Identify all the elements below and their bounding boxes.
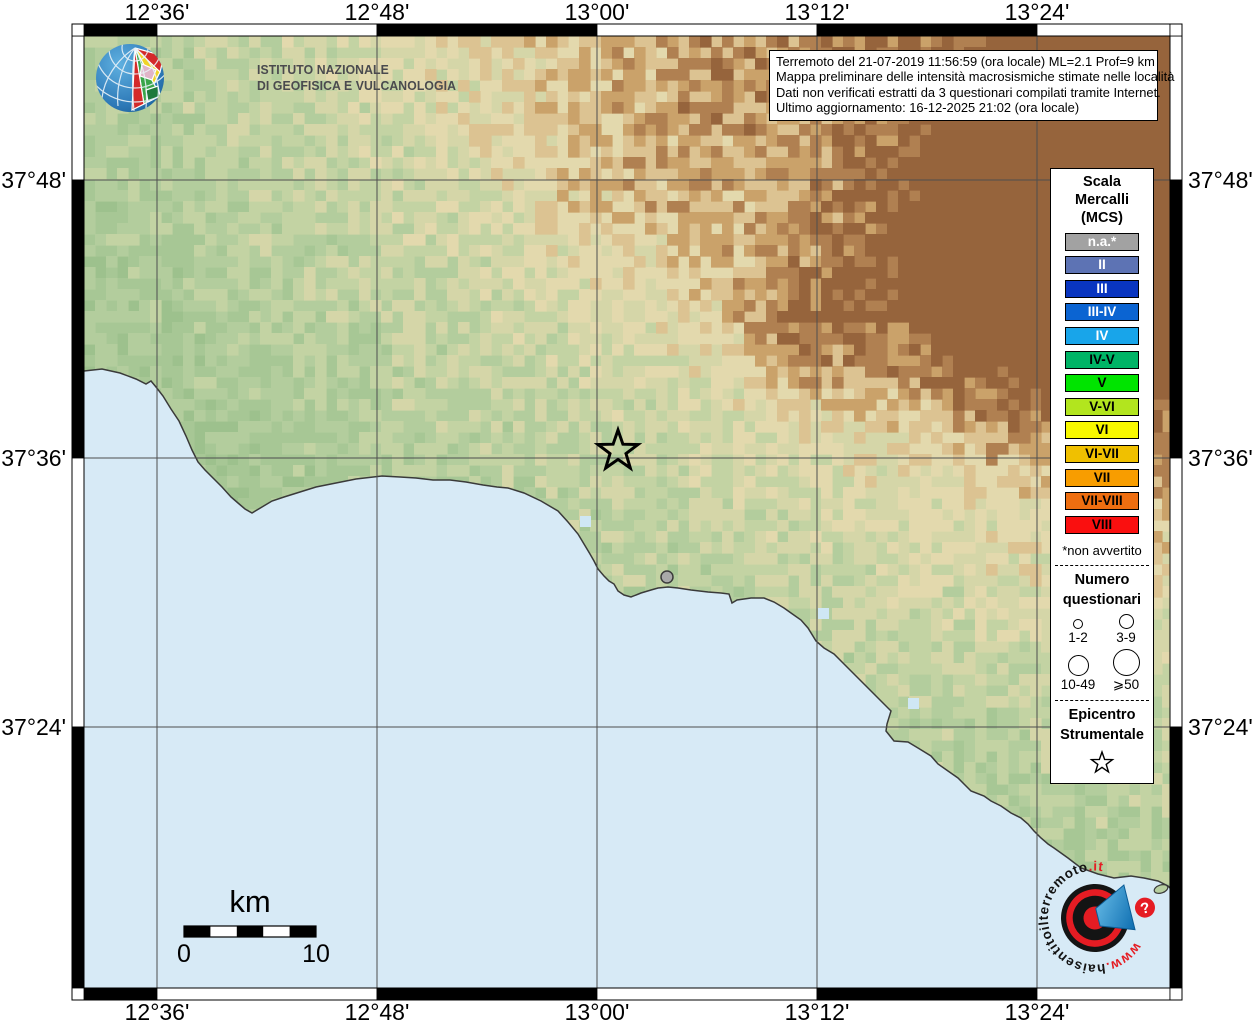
questionnaire-title-line2: questionari bbox=[1062, 591, 1142, 608]
scalebar bbox=[183, 925, 317, 938]
ingv-wordmark: ISTITUTO NAZIONALE DI GEOFISICA E VULCAN… bbox=[257, 63, 456, 94]
earthquake-info-box: Terremoto del 21-07-2019 11:56:59 (ora l… bbox=[769, 50, 1175, 121]
lon-label-top-2: 13°00' bbox=[564, 0, 630, 25]
map-frame bbox=[71, 23, 1183, 1001]
legend-swatch-ii: II bbox=[1065, 256, 1139, 275]
questionnaire-circle-3-9-icon bbox=[1118, 613, 1134, 629]
questionnaire-circle-10-49-icon bbox=[1067, 654, 1089, 676]
lon-label-bottom-4: 13°24' bbox=[1004, 999, 1070, 1024]
legend-swatch-viii: VIII bbox=[1065, 515, 1139, 534]
scalebar-start-label: 0 bbox=[177, 940, 191, 968]
questionnaire-size-grid: 1-2 3-9 10-49 ⩾50 bbox=[1054, 613, 1150, 693]
logo-url-it: .it bbox=[1085, 855, 1108, 877]
lat-label-left-1: 37°36' bbox=[1, 445, 66, 471]
lat-label-left-0: 37°48' bbox=[1, 167, 66, 193]
logo-megaphone-icon bbox=[1095, 884, 1136, 931]
lat-label-right-2: 37°24' bbox=[1188, 714, 1253, 740]
lon-label-top-3: 13°12' bbox=[784, 0, 850, 25]
lon-label-top-1: 12°48' bbox=[344, 0, 410, 25]
lat-label-right-0: 37°48' bbox=[1188, 167, 1253, 193]
questionnaire-label-1-2: 1-2 bbox=[1068, 629, 1088, 645]
legend-swatch-iii-iv: III-IV bbox=[1065, 303, 1139, 322]
questionnaire-label-10-49: 10-49 bbox=[1060, 676, 1096, 692]
scalebar-end-label: 10 bbox=[302, 940, 330, 968]
legend-swatch-v: V bbox=[1065, 374, 1139, 393]
legend-divider-2 bbox=[1055, 699, 1149, 701]
logo-question-mark: ? bbox=[1139, 899, 1152, 918]
questionnaire-circle-50-icon bbox=[1112, 648, 1140, 676]
lon-label-bottom-1: 12°48' bbox=[344, 999, 410, 1024]
observation-dot-marker bbox=[660, 570, 674, 584]
legend-swatch-iv: IV bbox=[1065, 326, 1139, 345]
legend-title-line3: (MCS) bbox=[1081, 210, 1123, 226]
questionnaire-title-line1: Numero bbox=[1074, 571, 1130, 588]
lon-label-bottom-0: 12°36' bbox=[124, 999, 190, 1024]
info-line-event: Terremoto del 21-07-2019 11:56:59 (ora l… bbox=[776, 54, 1155, 69]
ingv-name-line2: DI GEOFISICA E VULCANOLOGIA bbox=[257, 78, 456, 93]
small-island bbox=[1153, 884, 1169, 894]
legend-swatch-na: n.a.* bbox=[1065, 232, 1139, 251]
info-line-updated: Ultimo aggiornamento: 16-12-2025 21:02 (… bbox=[776, 100, 1080, 116]
legend-divider-1 bbox=[1055, 564, 1149, 566]
legend-swatch-vii-viii: VII-VIII bbox=[1065, 492, 1139, 511]
legend-title-line1: Scala bbox=[1083, 174, 1121, 190]
lon-label-top-4: 13°24' bbox=[1004, 0, 1070, 25]
legend-swatch-vi-vii: VI-VII bbox=[1065, 444, 1139, 463]
lon-label-bottom-3: 13°12' bbox=[784, 999, 850, 1024]
logo-question-circle bbox=[1134, 897, 1155, 918]
lon-label-bottom-2: 13°00' bbox=[564, 999, 630, 1024]
lat-label-right-1: 37°36' bbox=[1188, 445, 1253, 471]
legend-swatch-iii: III bbox=[1065, 279, 1139, 298]
graticule bbox=[84, 36, 1170, 988]
coastline bbox=[84, 368, 1170, 889]
lake-pixels bbox=[580, 516, 919, 709]
ingv-globe-logo bbox=[96, 44, 164, 112]
ingv-name-line1: ISTITUTO NAZIONALE bbox=[257, 63, 389, 77]
legend-title-line2: Mercalli bbox=[1075, 192, 1129, 208]
info-line-data-source: Dati non verificati estratti da 3 questi… bbox=[776, 84, 1161, 100]
scalebar-unit-label: km bbox=[229, 884, 271, 919]
info-line-map-type: Mappa preliminare delle intensità macros… bbox=[776, 69, 1175, 85]
legend-footnote: *non avvertito bbox=[1062, 542, 1142, 558]
legend-swatch-v-vi: V-VI bbox=[1065, 397, 1139, 416]
lat-label-left-2: 37°24' bbox=[1, 714, 66, 740]
legend-box: Scala Mercalli (MCS) n.a.* II III III-IV… bbox=[1050, 168, 1154, 784]
map-content bbox=[84, 36, 1170, 988]
legend-swatch-iv-v: IV-V bbox=[1065, 350, 1139, 369]
lon-label-top-0: 12°36' bbox=[124, 0, 190, 25]
questionnaire-label-3-9: 3-9 bbox=[1116, 629, 1136, 645]
questionnaire-circle-1-2-icon bbox=[1073, 618, 1083, 629]
epicenter-star-marker bbox=[593, 425, 643, 472]
legend-swatch-vi: VI bbox=[1065, 421, 1139, 440]
legend-swatch-vii: VII bbox=[1065, 468, 1139, 487]
epicenter-title-line1: Epicentro bbox=[1068, 706, 1136, 723]
epicenter-title-line2: Strumentale bbox=[1060, 726, 1144, 743]
epicenter-star-icon bbox=[1089, 749, 1115, 774]
questionnaire-label-50: ⩾50 bbox=[1112, 676, 1140, 692]
